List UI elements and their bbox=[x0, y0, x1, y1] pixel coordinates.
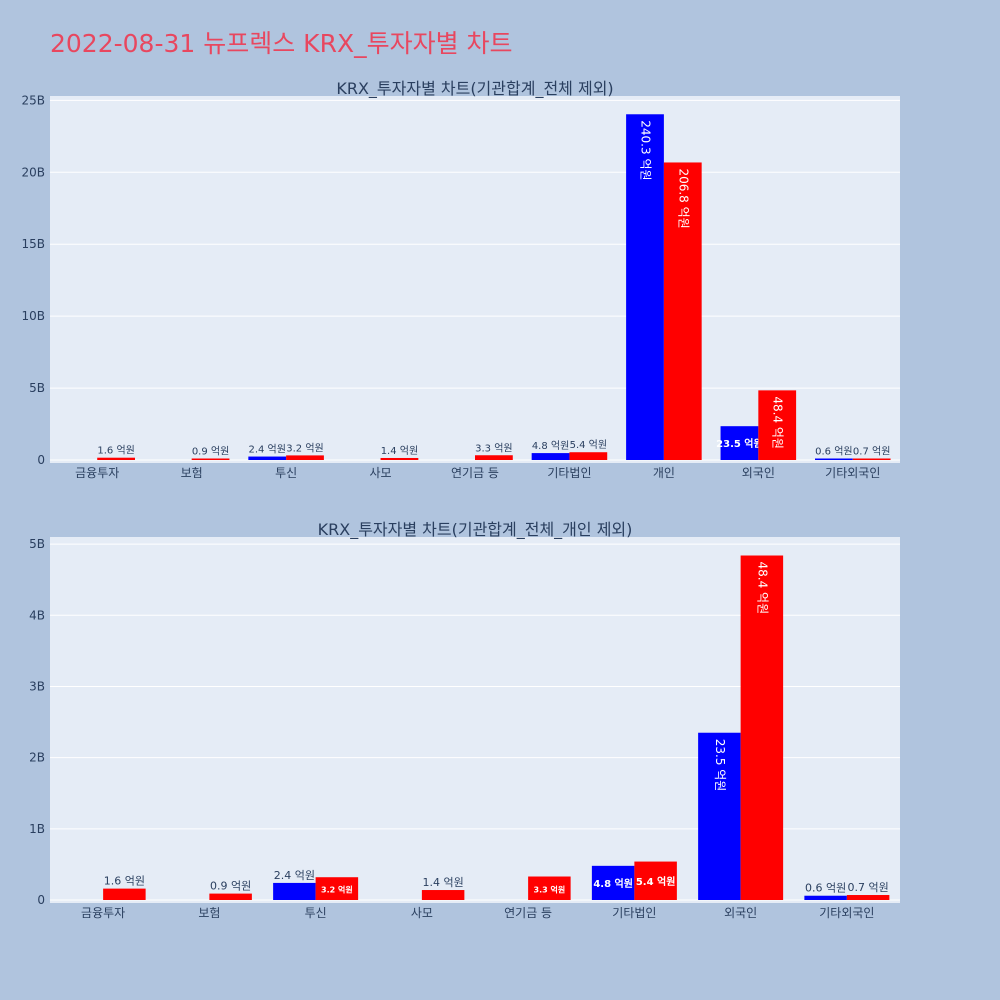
bar-buy bbox=[531, 453, 570, 460]
y-tick-label: 0 bbox=[37, 453, 45, 467]
bar-value-label: 0.6 억원 bbox=[805, 882, 846, 895]
bar-sell bbox=[191, 458, 230, 460]
bar-value-label: 23.5 억원 bbox=[713, 739, 727, 792]
bar-sell bbox=[569, 452, 608, 460]
bar-buy bbox=[698, 732, 741, 900]
bar-value-label: 5.4 억원 bbox=[570, 439, 607, 451]
bar-sell bbox=[846, 895, 890, 900]
y-tick-label: 25B bbox=[21, 93, 45, 107]
bar-sell bbox=[528, 876, 571, 900]
bar-sell bbox=[740, 555, 784, 900]
bar-value-label: 0.7 억원 bbox=[853, 446, 890, 458]
bar-value-label: 4.8 억원 bbox=[593, 877, 633, 890]
bar-buy bbox=[248, 456, 287, 460]
bar-value-label: 3.2 억원 bbox=[286, 442, 323, 454]
x-tick-label: 외국인 bbox=[742, 466, 775, 480]
x-tick-label: 보험 bbox=[181, 466, 203, 480]
y-tick-label: 5B bbox=[29, 381, 45, 395]
bar-buy bbox=[273, 882, 316, 900]
bar-value-label: 4.8 억원 bbox=[532, 440, 569, 452]
bar-sell bbox=[97, 457, 135, 460]
bar-value-label: 0.9 억원 bbox=[210, 880, 251, 893]
bar-sell bbox=[421, 890, 465, 900]
chart-1-investor-trading: 0 5B 10B 15B 20B 25B KRX_투자자별 차트(기관합계_전체 제외) 금융… bbox=[21, 79, 900, 480]
bar-buy bbox=[720, 426, 759, 460]
bar-value-label: 2.4 억원 bbox=[248, 444, 285, 456]
bar-value-label: 5.4 억원 bbox=[636, 875, 676, 888]
bar-value-label: 23.5 억원 bbox=[716, 437, 763, 450]
bar-sell bbox=[634, 861, 677, 900]
x-tick-label: 기타법인 bbox=[612, 906, 656, 920]
x-tick-label: 개인 bbox=[653, 466, 675, 480]
bar-sell bbox=[286, 455, 324, 460]
x-tick-label: 연기금 등 bbox=[504, 906, 552, 920]
bar-sell bbox=[315, 877, 359, 900]
x-tick-label: 기타법인 bbox=[547, 466, 591, 480]
x-tick-label: 투신 bbox=[275, 466, 297, 480]
y-tick-label: 5B bbox=[29, 537, 45, 551]
x-tick-label: 연기금 등 bbox=[451, 466, 499, 480]
bar-value-label: 0.6 억원 bbox=[815, 446, 852, 458]
bar-value-label: 1.6 억원 bbox=[104, 875, 145, 888]
chart-title: KRX_투자자별 차트(기관합계_전체 제외) bbox=[336, 79, 613, 99]
y-tick-label: 3B bbox=[29, 679, 45, 693]
x-tick-label: 기타외국인 bbox=[819, 906, 874, 920]
y-tick-label: 2B bbox=[29, 751, 45, 765]
bar-value-label: 206.8 억원 bbox=[676, 168, 690, 228]
x-tick-label: 투신 bbox=[305, 906, 327, 920]
y-tick-label: 15B bbox=[21, 237, 45, 251]
page-title: 2022-08-31 뉴프렉스 KRX_투자자별 차트 bbox=[50, 29, 513, 58]
bar-value-label: 1.4 억원 bbox=[423, 876, 464, 889]
x-tick-label: 금융투자 bbox=[81, 906, 125, 920]
x-tick-label: 금융투자 bbox=[75, 466, 119, 480]
bar-value-label: 0.7 억원 bbox=[848, 881, 889, 894]
bar-buy bbox=[815, 458, 853, 460]
x-tick-label: 보험 bbox=[198, 906, 220, 920]
bar-value-label: 1.6 억원 bbox=[97, 445, 134, 457]
bar-sell bbox=[663, 162, 702, 461]
bar-value-label: 3.2 억원 bbox=[321, 885, 353, 895]
bar-sell bbox=[209, 893, 252, 900]
y-tick-label: 1B bbox=[29, 822, 45, 836]
x-tick-label: 기타외국인 bbox=[825, 466, 880, 480]
x-tick-label: 사모 bbox=[370, 466, 392, 480]
y-tick-label: 20B bbox=[21, 165, 45, 179]
bar-value-label: 3.3 억원 bbox=[534, 884, 566, 894]
bar-sell bbox=[103, 888, 146, 900]
bar-buy bbox=[804, 895, 847, 900]
bar-value-label: 1.4 억원 bbox=[381, 445, 418, 457]
bar-buy bbox=[591, 865, 635, 900]
bar-sell bbox=[475, 455, 513, 460]
bar-value-label: 48.4 억원 bbox=[755, 562, 769, 615]
bar-value-label: 0.9 억원 bbox=[192, 446, 229, 458]
bar-sell bbox=[852, 458, 891, 460]
y-tick-label: 10B bbox=[21, 309, 45, 323]
bar-sell bbox=[380, 457, 419, 460]
y-tick-label: 0 bbox=[37, 893, 45, 907]
x-tick-label: 사모 bbox=[411, 906, 433, 920]
bar-buy bbox=[626, 114, 664, 460]
chart-title: KRX_투자자별 차트(기관합계_전체_개인 제외) bbox=[318, 520, 633, 540]
bar-sell bbox=[758, 390, 797, 460]
bar-value-label: 2.4 억원 bbox=[274, 869, 315, 882]
bar-value-label: 240.3 억원 bbox=[639, 120, 653, 180]
bar-value-label: 3.3 억원 bbox=[475, 442, 512, 454]
y-tick-label: 4B bbox=[29, 608, 45, 622]
bar-value-label: 48.4 억원 bbox=[771, 396, 785, 449]
chart-2-investor-trading-excl-individual: 0 1B 2B 3B 4B 5B KRX_투자자별 차트(기관합계_전체_개인 제외) 금융투… bbox=[29, 520, 900, 920]
x-tick-label: 외국인 bbox=[724, 906, 757, 920]
